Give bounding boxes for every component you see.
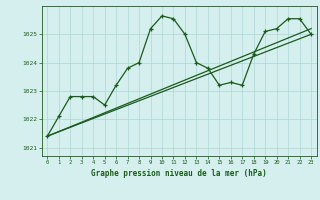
X-axis label: Graphe pression niveau de la mer (hPa): Graphe pression niveau de la mer (hPa) [91,169,267,178]
